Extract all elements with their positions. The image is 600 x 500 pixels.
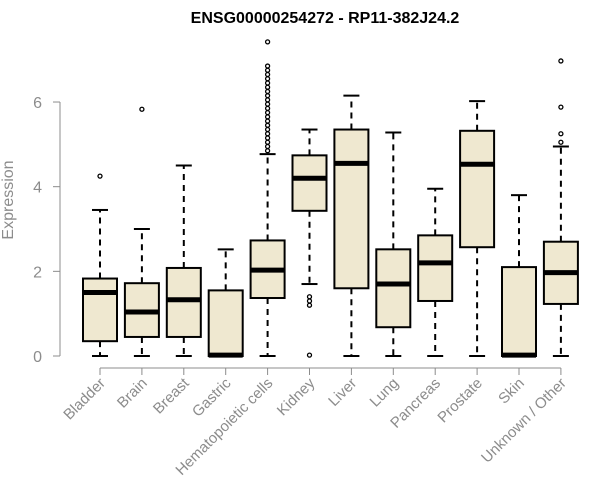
outlier-point [264, 126, 271, 133]
box-brain [123, 106, 160, 357]
x-tick-label: Bladder [60, 375, 109, 424]
outlier-point [264, 67, 271, 73]
outlier-point [264, 109, 271, 116]
outlier-point [264, 135, 271, 141]
iqr-box [165, 266, 202, 338]
outlier-point [306, 352, 313, 358]
iqr-box [82, 277, 118, 343]
box-kidney [291, 128, 328, 358]
outlier-point [306, 302, 313, 308]
outlier-point [264, 97, 271, 103]
y-tick-label: 6 [33, 95, 42, 112]
chart-title: ENSG00000254272 - RP11-382J24.2 [191, 10, 460, 27]
outlier-point [558, 139, 564, 145]
outlier-point [264, 84, 271, 90]
x-tick-label: Liver [325, 375, 360, 410]
outlier-point [558, 131, 564, 137]
outlier-point [264, 148, 271, 154]
y-axis: 0 2 4 6 [33, 95, 61, 366]
boxes-group [82, 39, 579, 358]
box-hematopoietic-cells [249, 39, 286, 357]
iqr-box [501, 266, 537, 357]
outlier-point [264, 63, 271, 69]
iqr-box [333, 128, 370, 290]
x-tick-label: Lung [367, 375, 403, 411]
outlier-point [264, 122, 271, 128]
outlier-point [264, 76, 271, 82]
outlier-point [264, 101, 271, 107]
outlier-point [139, 106, 145, 112]
outlier-point [306, 294, 313, 300]
iqr-box [291, 154, 328, 212]
outlier-point [264, 105, 271, 112]
y-tick-label: 4 [33, 180, 42, 197]
iqr-box [417, 234, 454, 302]
y-tick-label: 2 [33, 264, 42, 281]
iqr-box [207, 289, 244, 357]
x-tick-label: Skin [495, 375, 528, 408]
box-skin [501, 194, 537, 358]
x-tick-label: Breast [150, 374, 193, 417]
outlier-point [264, 114, 271, 120]
box-prostate [459, 100, 496, 357]
box-lung [375, 131, 412, 357]
box-liver [333, 94, 370, 357]
x-tick-label: Prostate [434, 375, 486, 427]
y-axis-label: Expression [0, 160, 17, 239]
box-gastric [207, 248, 244, 358]
outlier-point [97, 173, 103, 179]
outlier-point [264, 71, 271, 78]
iqr-box [459, 129, 496, 249]
outlier-point [264, 143, 271, 150]
outlier-point [558, 58, 564, 64]
box-unknown-other [542, 58, 579, 357]
box-bladder [82, 173, 118, 357]
outlier-point [264, 131, 271, 137]
outlier-point [306, 298, 313, 304]
outlier-point [264, 88, 271, 95]
outlier-point [264, 118, 271, 124]
box-pancreas [417, 187, 454, 357]
outlier-point [264, 93, 271, 99]
outlier-point [264, 139, 271, 145]
x-tick-label: Kidney [274, 374, 319, 419]
outlier-point [558, 104, 564, 110]
y-tick-label: 0 [33, 349, 42, 366]
box-breast [165, 164, 202, 357]
iqr-box [375, 248, 412, 329]
outlier-point [264, 39, 271, 45]
outlier-point [264, 80, 271, 86]
x-tick-label: Brain [114, 375, 151, 412]
